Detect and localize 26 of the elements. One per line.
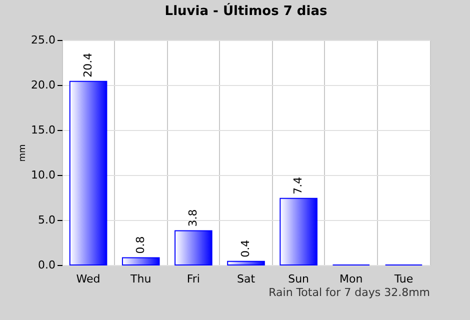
x-tick-label: Mon: [340, 272, 363, 286]
y-axis-title: mm: [18, 144, 28, 162]
x-tick-label: Sat: [236, 272, 256, 286]
x-tick-label: Wed: [76, 272, 100, 286]
y-tick-label: 15.0: [31, 124, 56, 136]
data-label: 0.8: [134, 236, 147, 254]
x-tick-label: Thu: [130, 272, 152, 286]
x-tick-label: Sun: [288, 272, 310, 286]
y-tick-label: 10.0: [31, 168, 56, 182]
x-tick-label: Tue: [393, 272, 414, 286]
bar: [122, 257, 160, 266]
text: Rain Total for 7 days 32.8mm: [268, 286, 430, 299]
y-tick-label: 0.0: [38, 258, 56, 272]
bar: [69, 80, 108, 266]
x-tick-label: Fri: [186, 272, 200, 286]
bar: [174, 230, 212, 266]
bar: [227, 260, 265, 266]
data-label: 0.4: [239, 240, 252, 258]
data-label: 3.8: [186, 209, 200, 227]
y-tick-label: 20.0: [31, 78, 56, 92]
data-label: 20.4: [81, 52, 94, 78]
data-label: 7.4: [292, 176, 305, 194]
y-tick-label: 5.0: [38, 214, 56, 226]
bar: [280, 198, 318, 266]
chart-title: Lluvia - Últimos 7 dias: [164, 2, 328, 19]
y-tick-label: 25.0: [31, 34, 56, 46]
